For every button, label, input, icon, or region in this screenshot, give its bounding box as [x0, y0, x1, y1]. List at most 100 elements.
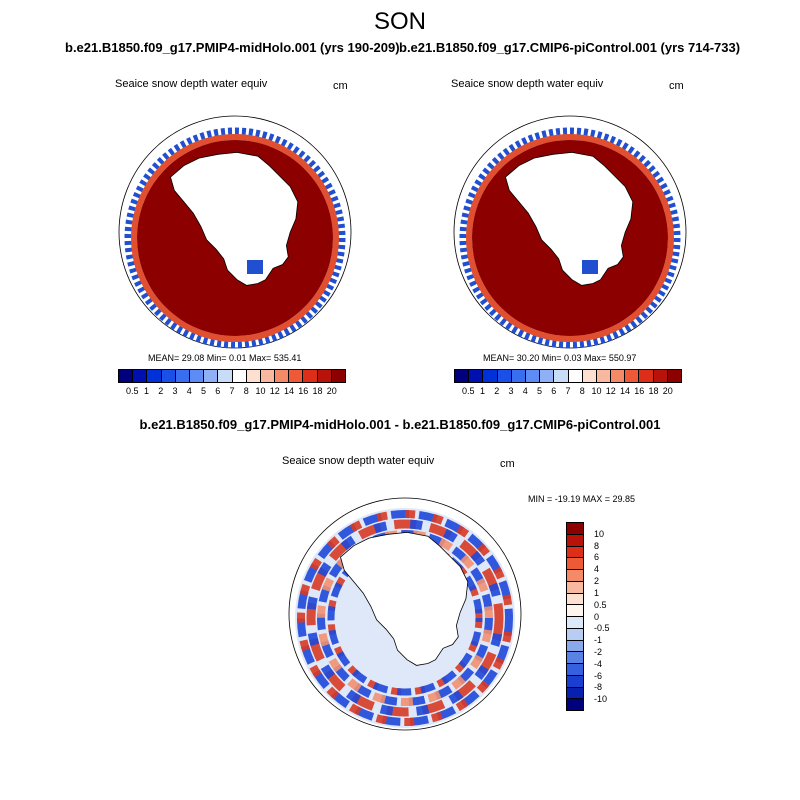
colorbar-swatch	[567, 687, 583, 700]
colorbar-swatch	[567, 558, 583, 570]
colorbar-tick-label: -10	[594, 694, 608, 705]
colorbar-tick-label: 16	[634, 386, 645, 396]
colorbar-swatch	[303, 370, 318, 382]
colorbar-swatch	[567, 628, 583, 641]
ice-edge-fringe	[124, 127, 346, 349]
colorbar-tick-label: 14	[283, 386, 295, 396]
colorbar-tick-label: 6	[551, 386, 557, 396]
colorbar-swatch	[567, 523, 583, 535]
colorbar-swatch	[189, 370, 205, 382]
colorbar-swatch	[511, 370, 526, 382]
colorbar-tick-label: 18	[312, 386, 323, 396]
low-snow-patch	[582, 260, 598, 274]
colorbar-tick-label: 20	[326, 386, 337, 396]
antarctica-landmass	[505, 151, 634, 286]
colorbar-tick-label: 2	[158, 386, 164, 396]
left-colorbar-labels: 0.5 1 2 3 4 5 6 7 8 10 12 14 16 18 20	[118, 386, 346, 398]
colorbar-tick-label: 2	[594, 576, 600, 587]
colorbar-tick-label: 10	[594, 528, 605, 539]
colorbar-tick-label: 3	[508, 386, 514, 396]
colorbar-swatch	[497, 370, 512, 382]
anomaly-band	[306, 519, 504, 717]
colorbar-tick-label: 18	[648, 386, 659, 396]
colorbar-swatch	[567, 605, 583, 617]
colorbar-swatch	[161, 370, 176, 382]
colorbar-swatch	[218, 370, 233, 382]
colorbar-tick-label: 8	[579, 386, 585, 396]
diff-stats: MIN = -19.19 MAX = 29.85	[528, 494, 636, 504]
antarctica-landmass	[170, 151, 299, 286]
anomaly-band	[297, 510, 513, 726]
left-colorbar	[118, 369, 346, 383]
anomaly-band	[317, 530, 493, 706]
colorbar-tick-label: 5	[200, 386, 207, 396]
anomaly-band	[297, 510, 513, 726]
colorbar-tick-label: -4	[594, 658, 603, 669]
colorbar-swatch	[611, 370, 626, 382]
colorbar-swatch	[175, 370, 190, 382]
colorbar-swatch	[232, 370, 247, 382]
diff-field-title: Seaice snow depth water equiv	[282, 455, 435, 467]
colorbar-tick-label: 1	[594, 587, 600, 598]
colorbar-tick-label: 6	[594, 552, 600, 563]
low-snow-patch	[247, 260, 263, 274]
colorbar-swatch	[625, 370, 640, 382]
diff-title: b.e21.B1850.f09_g17.PMIP4-midHolo.001 - …	[139, 417, 661, 432]
left-case-title: b.e21.B1850.f09_g17.PMIP4-midHolo.001 (y…	[65, 40, 400, 55]
colorbar-tick-label: 0.5	[125, 386, 139, 396]
colorbar-tick-label: 6	[215, 386, 221, 396]
colorbar-tick-label: 14	[619, 386, 631, 396]
colorbar-swatch	[567, 617, 583, 629]
colorbar-tick-label: 12	[605, 386, 616, 396]
colorbar-tick-label: 20	[662, 386, 673, 396]
colorbar-swatch	[204, 370, 219, 382]
colorbar-swatch	[469, 370, 484, 382]
colorbar-swatch	[567, 593, 583, 606]
colorbar-swatch	[133, 370, 148, 382]
colorbar-swatch	[119, 370, 134, 382]
colorbar-swatch	[568, 370, 583, 382]
colorbar-tick-label: -6	[594, 670, 603, 681]
colorbar-tick-label: 4	[522, 386, 528, 396]
right-case-title: b.e21.B1850.f09_g17.CMIP6-piControl.001 …	[399, 40, 741, 55]
ice-edge-fringe	[459, 127, 681, 349]
colorbar-tick-label: 4	[186, 386, 192, 396]
colorbar-swatch	[331, 370, 345, 382]
diff-colorbar	[566, 522, 584, 711]
colorbar-tick-label: 16	[298, 386, 309, 396]
colorbar-tick-label: 2	[494, 386, 500, 396]
antarctica-landmass	[340, 531, 469, 666]
colorbar-tick-label: 0.5	[461, 386, 475, 396]
colorbar-swatch	[567, 546, 583, 559]
colorbar-swatch	[567, 652, 583, 664]
colorbar-tick-label: 4	[594, 564, 600, 575]
diff-polar-map	[288, 497, 522, 731]
colorbar-swatch	[147, 370, 162, 382]
colorbar-swatch	[567, 581, 583, 594]
left-polar-map	[118, 115, 352, 349]
colorbar-swatch	[639, 370, 654, 382]
season-title: SON	[373, 8, 426, 35]
colorbar-swatch	[567, 640, 583, 653]
colorbar-swatch	[567, 675, 583, 688]
colorbar-swatch	[567, 664, 583, 676]
colorbar-swatch	[582, 370, 597, 382]
colorbar-swatch	[567, 534, 583, 547]
colorbar-tick-label: 5	[536, 386, 543, 396]
colorbar-tick-label: -8	[594, 682, 603, 693]
colorbar-tick-label: 8	[243, 386, 249, 396]
colorbar-swatch	[260, 370, 276, 382]
colorbar-swatch	[275, 370, 290, 382]
anomaly-band	[327, 540, 483, 696]
right-colorbar	[454, 369, 682, 383]
colorbar-tick-label: 3	[172, 386, 178, 396]
colorbar-swatch	[596, 370, 612, 382]
colorbar-tick-label: 1	[479, 386, 486, 396]
colorbar-tick-label: 10	[255, 386, 266, 396]
colorbar-tick-label: -1	[594, 635, 603, 646]
ice-edge-transition	[466, 134, 674, 342]
colorbar-swatch	[246, 370, 261, 382]
colorbar-swatch	[567, 699, 583, 710]
colorbar-swatch	[455, 370, 470, 382]
colorbar-tick-label: 10	[591, 386, 602, 396]
